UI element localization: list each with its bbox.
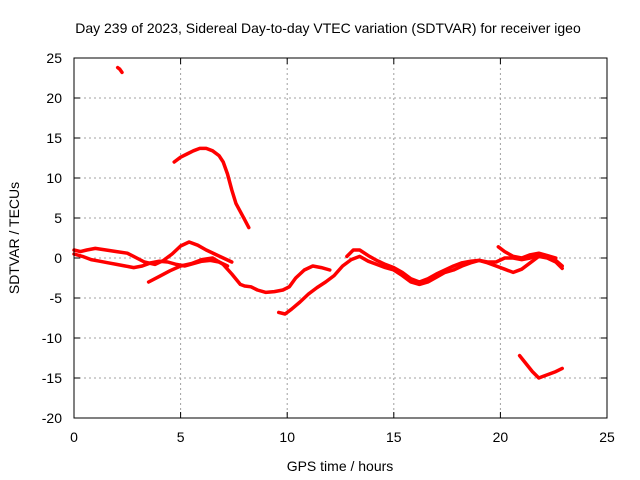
series-arc-c	[72, 240, 234, 267]
series-arc-e	[146, 256, 332, 295]
x-tick-label: 25	[599, 429, 615, 445]
y-tick-label: -15	[42, 370, 62, 386]
y-tick-label: -5	[50, 290, 63, 306]
grid-lines	[74, 58, 607, 418]
x-tick-label: 0	[70, 429, 78, 445]
y-tick-label: -10	[42, 330, 62, 346]
x-axis-label: GPS time / hours	[287, 458, 394, 474]
plot-frame	[73, 57, 608, 419]
y-axis: -20 -15 -10 -5 0 5 10 15 20 25	[42, 50, 607, 426]
chart-title: Day 239 of 2023, Sidereal Day-to-day VTE…	[75, 20, 581, 36]
x-tick-label: 5	[177, 429, 185, 445]
series-arc-g	[345, 248, 564, 284]
y-axis-label: SDTVAR / TECUs	[6, 182, 22, 294]
series-arc-b	[172, 146, 251, 230]
x-axis: 0 5 10 15 20 25	[70, 58, 615, 445]
x-tick-label: 15	[386, 429, 402, 445]
y-tick-label: 10	[46, 170, 62, 186]
y-tick-label: 5	[54, 210, 62, 226]
x-tick-label: 20	[493, 429, 509, 445]
y-tick-label: -20	[42, 410, 62, 426]
series-arc-i	[517, 353, 564, 380]
y-tick-label: 15	[46, 130, 62, 146]
series-arc-a	[115, 65, 124, 75]
series-arc-f	[276, 254, 564, 316]
x-tick-label: 10	[279, 429, 295, 445]
series-group	[72, 65, 564, 380]
y-tick-label: 0	[54, 250, 62, 266]
y-tick-label: 20	[46, 90, 62, 106]
series-arc-h	[496, 245, 558, 260]
y-tick-label: 25	[46, 50, 62, 66]
